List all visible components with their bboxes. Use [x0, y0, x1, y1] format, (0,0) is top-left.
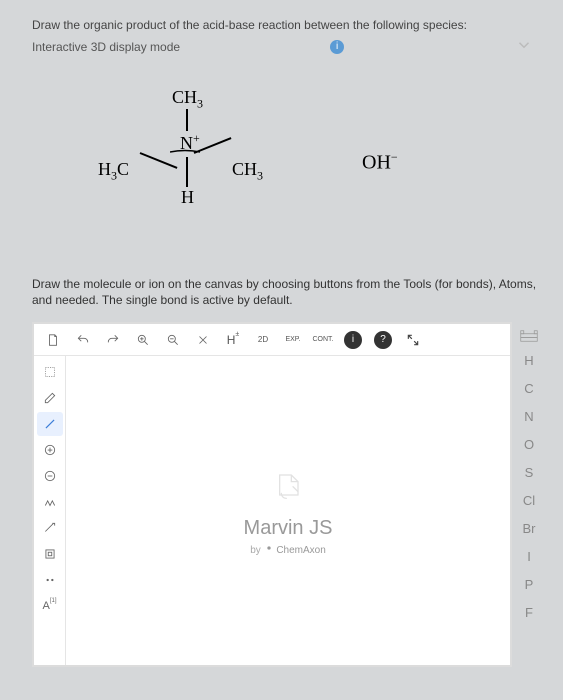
canvas-placeholder-icon: [268, 465, 308, 505]
element-br[interactable]: Br: [515, 514, 543, 542]
selection-rect-icon[interactable]: [37, 360, 63, 384]
radical-icon[interactable]: [37, 568, 63, 592]
amine-molecule: CH3 N+ H3C CH3 H: [92, 87, 272, 237]
element-f[interactable]: F: [515, 598, 543, 626]
element-o[interactable]: O: [515, 430, 543, 458]
element-cl[interactable]: Cl: [515, 486, 543, 514]
marvin-editor: H± 2D EXP. CONT. i ?: [32, 322, 512, 667]
reactants-row: CH3 N+ H3C CH3 H OH−: [92, 87, 563, 237]
element-i[interactable]: I: [515, 542, 543, 570]
charge-minus-icon[interactable]: [37, 464, 63, 488]
chemaxon-logo-icon: [264, 543, 274, 553]
element-panel: HCNOSClBrIPF: [512, 322, 546, 667]
ch3-top: CH: [172, 87, 197, 107]
help-icon[interactable]: ?: [370, 327, 396, 353]
hydroxide: OH−: [362, 150, 398, 175]
brand-name: Marvin JS: [244, 517, 333, 540]
charge-plus-icon[interactable]: [37, 438, 63, 462]
bond: [186, 109, 188, 131]
undo-icon[interactable]: [70, 327, 96, 353]
h-bottom: H: [181, 187, 194, 208]
bond: [186, 157, 188, 187]
top-toolbar: H± 2D EXP. CONT. i ?: [34, 324, 510, 356]
expand-button[interactable]: EXP.: [280, 327, 306, 353]
contract-button[interactable]: CONT.: [310, 327, 336, 353]
canvas-instruction: Draw the molecule or ion on the canvas b…: [32, 277, 563, 308]
h-toggle-button[interactable]: H±: [220, 327, 246, 353]
drawing-canvas[interactable]: Marvin JS by ChemAxon: [66, 356, 510, 665]
about-icon[interactable]: i: [340, 327, 366, 353]
element-p[interactable]: P: [515, 570, 543, 598]
element-n[interactable]: N: [515, 402, 543, 430]
redo-icon[interactable]: [100, 327, 126, 353]
ch3-right: CH: [232, 159, 257, 179]
fullscreen-icon[interactable]: [400, 327, 426, 353]
h3c-h: H: [98, 159, 111, 179]
left-toolbar: A[1]: [34, 356, 66, 665]
zoom-in-icon[interactable]: [130, 327, 156, 353]
plus-charge: +: [193, 131, 200, 145]
chain-icon[interactable]: [37, 490, 63, 514]
info-icon[interactable]: i: [330, 40, 344, 54]
element-s[interactable]: S: [515, 458, 543, 486]
display-mode-label: Interactive 3D display mode: [32, 40, 180, 54]
h3c-c: C: [117, 159, 129, 179]
chevron-down-icon[interactable]: [515, 36, 533, 57]
charge-button[interactable]: 2D: [250, 327, 276, 353]
question-prompt: Draw the organic product of the acid-bas…: [32, 18, 563, 32]
delete-icon[interactable]: [190, 327, 216, 353]
element-h[interactable]: H: [515, 346, 543, 374]
new-icon[interactable]: [40, 327, 66, 353]
single-bond-icon[interactable]: [37, 412, 63, 436]
periodic-table-icon[interactable]: [516, 326, 542, 346]
element-c[interactable]: C: [515, 374, 543, 402]
zoom-out-icon[interactable]: [160, 327, 186, 353]
increase-charge-icon[interactable]: [37, 516, 63, 540]
template-icon[interactable]: [37, 542, 63, 566]
atom-label-button[interactable]: A[1]: [37, 594, 63, 618]
eraser-icon[interactable]: [37, 386, 63, 410]
brand-byline: by ChemAxon: [250, 543, 326, 556]
